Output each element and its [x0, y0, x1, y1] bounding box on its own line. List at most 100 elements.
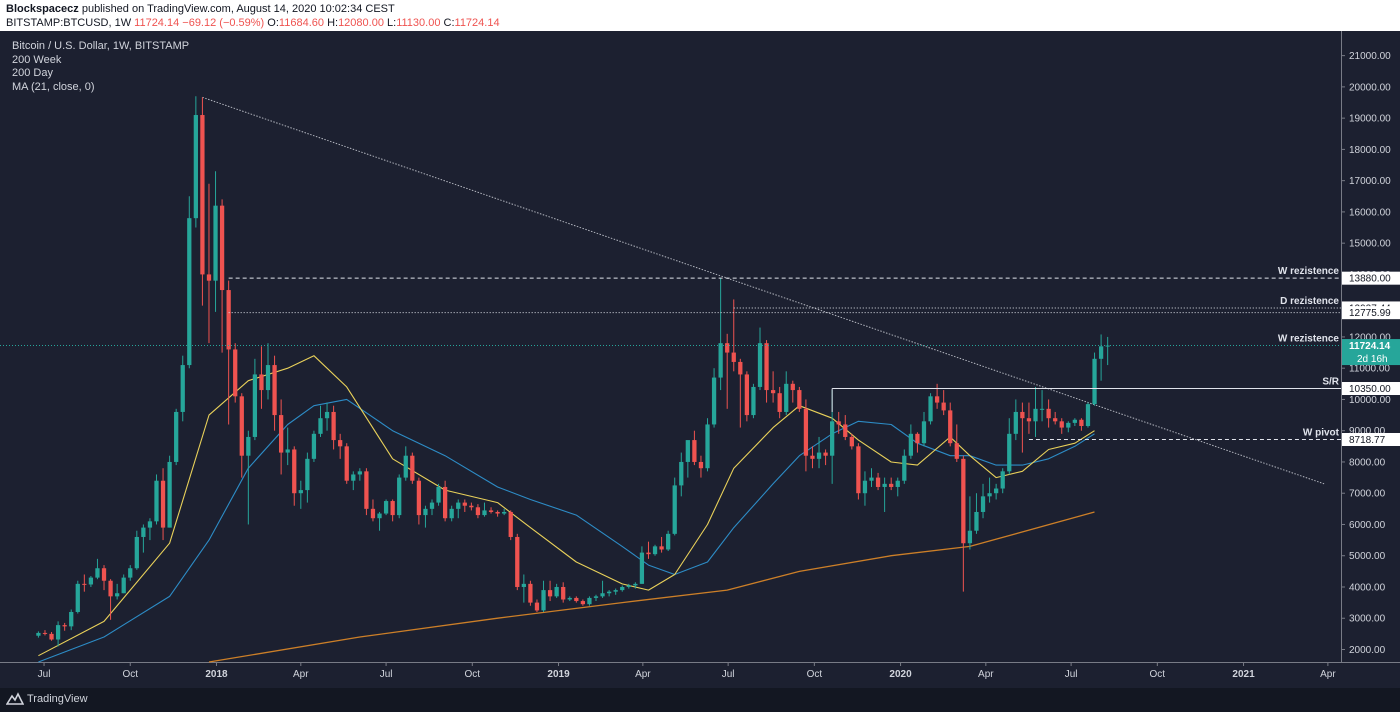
- ohlc-low: 11130.00: [396, 17, 441, 29]
- candle-body: [462, 502, 467, 506]
- candle: [600, 580, 605, 598]
- candle: [226, 280, 231, 425]
- candle-body: [895, 480, 900, 487]
- candle-body: [141, 527, 146, 537]
- candle-body: [318, 418, 323, 434]
- candle-body: [1053, 418, 1058, 422]
- candle-body: [115, 593, 120, 597]
- candle-body: [587, 597, 592, 605]
- y-tick-label: 21000.00: [1349, 51, 1391, 62]
- symbol-line: BITSTAMP:BTCUSD, 1W 11724.14 −69.12 (−0.…: [6, 17, 500, 29]
- candle-body: [390, 501, 395, 516]
- candle-body: [567, 597, 572, 600]
- candle: [521, 574, 526, 603]
- candle: [1066, 421, 1071, 433]
- candle: [200, 97, 205, 306]
- candle-body: [856, 446, 861, 494]
- candle: [685, 440, 690, 478]
- candle: [1026, 402, 1032, 434]
- y-tick-label: 11000.00: [1349, 364, 1390, 375]
- candle-body: [200, 115, 205, 275]
- candle-body: [1085, 404, 1091, 427]
- y-tick-label: 7000.00: [1349, 489, 1386, 500]
- ohlc-high-label: H:: [327, 17, 339, 29]
- candle: [744, 371, 750, 422]
- x-tick-label: 2020: [889, 669, 912, 680]
- symbol-info: BITSTAMP:BTCUSD, 1W: [6, 17, 132, 29]
- candle-body: [698, 461, 704, 469]
- y-tick-label: 2000.00: [1349, 645, 1386, 656]
- candle: [705, 418, 710, 472]
- candle: [547, 580, 553, 602]
- price-label-8718-bg: [1342, 432, 1400, 446]
- candle-body: [934, 396, 940, 403]
- x-tick-label: Oct: [807, 669, 823, 680]
- ohlc-high: 12080.00: [338, 17, 384, 29]
- ohlc-close-label: C:: [443, 17, 455, 29]
- price-label-10350-bg: [1342, 382, 1400, 396]
- candle-body: [246, 436, 251, 456]
- x-tick-label: Oct: [122, 669, 138, 680]
- candle-body: [82, 583, 87, 585]
- chart-legend: Bitcoin / U.S. Dollar, 1W, BITSTAMP 200 …: [12, 40, 189, 94]
- x-tick-label: 2019: [547, 669, 570, 680]
- candle-body: [967, 530, 973, 544]
- level-name-w-resistance: W rezistence: [1278, 334, 1340, 345]
- candle: [823, 449, 828, 466]
- candle: [915, 432, 920, 453]
- candle: [856, 443, 861, 500]
- x-tick-label: Apr: [978, 669, 994, 680]
- candle: [429, 499, 435, 516]
- candle: [908, 424, 913, 459]
- candle: [1033, 386, 1038, 437]
- x-tick-label: Jul: [380, 669, 393, 680]
- candle-body: [777, 393, 782, 412]
- candle-body: [226, 290, 231, 350]
- candle-body: [751, 386, 756, 416]
- candle-body: [187, 218, 192, 366]
- candle: [1085, 402, 1091, 428]
- candle: [206, 183, 212, 344]
- candle-body: [193, 115, 198, 219]
- candle-body: [265, 365, 271, 391]
- y-tick-label: 18000.00: [1349, 145, 1391, 156]
- candle-body: [561, 586, 566, 600]
- candle-body: [987, 493, 992, 497]
- candle: [42, 630, 48, 636]
- candle-body: [534, 602, 540, 611]
- price-chart[interactable]: 2000.00 3000.00 4000.00 5000.00 6000.00 7000.…: [0, 31, 1400, 688]
- candle: [462, 499, 467, 512]
- candle: [1098, 334, 1104, 381]
- candle-body: [488, 510, 494, 512]
- candle-body: [875, 477, 881, 487]
- candle-body: [134, 536, 139, 569]
- ma-200-week-line: [208, 511, 1095, 663]
- footer-brand[interactable]: TradingView: [27, 693, 88, 705]
- candle: [416, 477, 422, 525]
- candle-body: [980, 496, 986, 512]
- candle: [475, 504, 481, 519]
- candle: [88, 576, 94, 587]
- y-tick-label: 8000.00: [1349, 457, 1386, 468]
- candle-body: [869, 477, 874, 481]
- candle-body: [692, 440, 697, 462]
- candle-body: [147, 521, 153, 528]
- candle: [836, 411, 841, 434]
- ohlc-low-label: L:: [387, 17, 397, 29]
- legend-200-week[interactable]: 200 Week: [12, 53, 62, 66]
- candle: [784, 371, 789, 416]
- candle-body: [108, 580, 113, 597]
- legend-ma-21[interactable]: MA (21, close, 0): [12, 80, 95, 93]
- y-tick-label: 9000.00: [1349, 426, 1386, 437]
- y-tick-label: 5000.00: [1349, 551, 1386, 562]
- publisher-name[interactable]: Blockspacecz: [6, 3, 79, 15]
- candle: [134, 530, 139, 570]
- legend-200-day[interactable]: 200 Day: [12, 67, 53, 79]
- x-tick-label: Jul: [38, 669, 51, 680]
- candle-body: [370, 508, 376, 519]
- candle: [410, 452, 415, 484]
- x-tick-label: Apr: [635, 669, 651, 680]
- candle: [265, 343, 271, 400]
- candle-body: [180, 365, 185, 412]
- x-tick-label: 2018: [205, 669, 228, 680]
